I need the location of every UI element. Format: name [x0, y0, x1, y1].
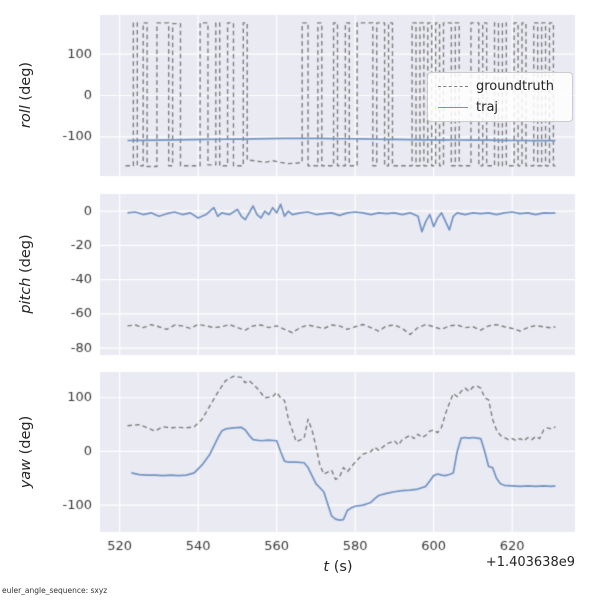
roll-axis-label-unit: (deg): [18, 61, 34, 101]
groundtruth-line-sample-icon: [438, 86, 468, 87]
x-axis-label-unit: (s): [333, 559, 353, 575]
legend-item-groundtruth: groundtruth: [438, 79, 562, 94]
pitch-axis-label-var: pitch: [18, 277, 34, 314]
yaw-axis-label: yaw (deg): [18, 416, 34, 489]
legend-label-traj: traj: [476, 100, 499, 115]
yaw-axis-label-unit: (deg): [18, 415, 34, 455]
roll-axis-label: roll (deg): [18, 62, 34, 128]
yaw-axis-label-var: yaw: [18, 458, 34, 489]
roll-axis-label-var: roll: [18, 105, 34, 129]
pitch-axis-label: pitch (deg): [18, 234, 34, 313]
footer-note: euler_angle_sequence: sxyz: [2, 586, 108, 595]
x-axis-label: t (s): [323, 559, 352, 575]
pitch-axis-label-unit: (deg): [18, 234, 34, 273]
legend: groundtruth traj: [427, 72, 573, 122]
legend-item-traj: traj: [438, 100, 562, 115]
traj-line-sample-icon: [438, 107, 468, 108]
legend-label-groundtruth: groundtruth: [476, 79, 555, 94]
x-axis-label-var: t: [323, 559, 330, 575]
x-axis-offset-text: +1.403638e9: [485, 555, 575, 570]
